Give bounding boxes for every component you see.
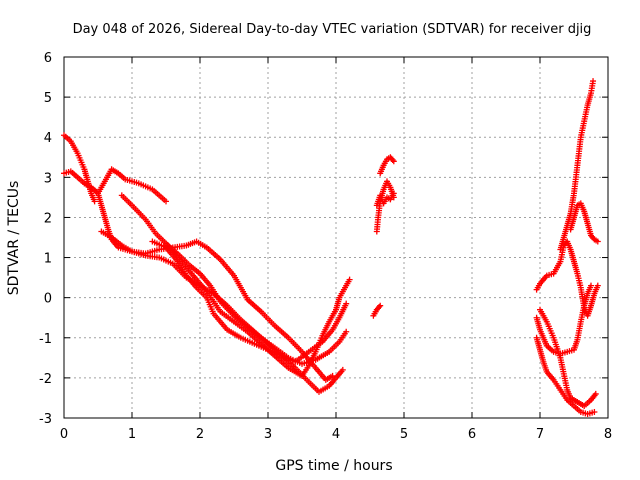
data-point (592, 390, 599, 397)
plot-frame (63, 56, 609, 419)
data-point (339, 366, 346, 373)
y-tick-label: 3 (44, 171, 52, 186)
series-track-12 (533, 238, 601, 319)
series-track-15 (533, 282, 594, 357)
y-tick-label: -1 (39, 332, 52, 347)
y-tick-label: 2 (44, 211, 52, 226)
data-point (590, 78, 597, 85)
y-tick-label: 1 (44, 252, 52, 267)
x-tick-label: 8 (604, 427, 612, 442)
series-track-16 (533, 334, 598, 417)
x-tick-label: 7 (536, 427, 544, 442)
series-track-13 (557, 78, 597, 253)
series-track-11 (377, 154, 397, 177)
data-point (594, 238, 601, 245)
x-tick-label: 5 (400, 427, 408, 442)
x-tick-label: 0 (60, 427, 68, 442)
chart-title: Day 048 of 2026, Sidereal Day-to-day VTE… (73, 22, 592, 37)
data-point (389, 156, 396, 163)
series-track-17 (537, 306, 599, 409)
data-point (346, 276, 353, 283)
x-tick-label: 4 (332, 427, 340, 442)
data-point (377, 302, 384, 309)
y-axis-label: SDTVAR / TECUs (6, 181, 22, 296)
data-point (91, 198, 98, 205)
series-track-10 (373, 190, 397, 209)
data-point (343, 328, 350, 335)
y-tick-label: -2 (39, 372, 52, 387)
y-tick-label: 6 (44, 51, 52, 66)
series-track-7 (163, 240, 353, 379)
series-track-2 (61, 166, 169, 205)
x-tick-label: 3 (264, 427, 272, 442)
data-point (390, 190, 397, 197)
data-point (591, 408, 598, 415)
data-point (376, 304, 383, 311)
y-tick-label: 0 (44, 292, 52, 307)
y-tick-label: -3 (39, 412, 52, 427)
y-tick-label: 5 (44, 91, 52, 106)
data-point (588, 282, 594, 289)
x-tick-label: 1 (128, 427, 136, 442)
series-track-4 (98, 228, 336, 383)
x-tick-label: 6 (468, 427, 476, 442)
series-track-14 (567, 200, 601, 245)
series-track-8 (370, 302, 384, 319)
data-markers (61, 78, 601, 417)
data-point (594, 282, 601, 289)
grid (63, 56, 609, 419)
y-tick-label: 4 (44, 131, 52, 146)
data-point (343, 300, 350, 307)
data-point (329, 372, 336, 379)
data-point (163, 198, 169, 205)
x-axis-label: GPS time / hours (275, 458, 392, 474)
series-track-1 (61, 132, 98, 205)
data-point (390, 158, 397, 165)
x-tick-label: 2 (196, 427, 204, 442)
tick-labels: 0 1 2 3 4 5 6 7 8 -3 -2 -1 0 1 2 3 4 5 6 (39, 51, 612, 442)
